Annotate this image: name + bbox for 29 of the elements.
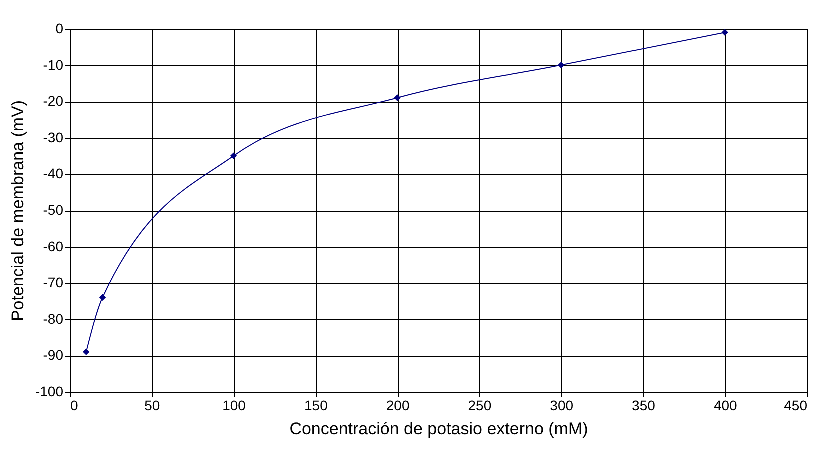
- y-tick-label: -60: [43, 238, 64, 254]
- x-tick-label: 200: [386, 398, 410, 414]
- point: [394, 94, 401, 102]
- x-tick-label: 450: [784, 398, 808, 414]
- x-axis-title: Concentración de potasio externo (mM): [290, 420, 588, 438]
- x-tick-label: 300: [550, 398, 574, 414]
- point: [558, 62, 565, 69]
- x-tick-label: 150: [304, 398, 328, 414]
- x-tick-label: 0: [70, 398, 78, 414]
- y-tick-label: -40: [43, 166, 64, 182]
- y-tick-label: -90: [43, 347, 64, 364]
- y-tick-label: -10: [43, 56, 64, 73]
- y-tick-label: -20: [43, 93, 64, 110]
- x-tick-label: 250: [468, 398, 492, 414]
- y-axis-title: Potencial de membrana (mV): [8, 100, 28, 322]
- x-tick-label: 400: [714, 398, 738, 414]
- point: [99, 294, 106, 301]
- y-tick-label: -70: [43, 274, 64, 291]
- y-tick-label: -100: [35, 384, 64, 400]
- point: [722, 29, 728, 36]
- y-tick-label: -30: [43, 129, 64, 146]
- y-tick-label: -50: [43, 202, 64, 218]
- point: [83, 348, 90, 356]
- x-tick-label: 350: [632, 398, 656, 414]
- y-tick-label: 0: [56, 20, 64, 36]
- x-tick-label: 50: [144, 398, 160, 414]
- y-tick-label: -80: [43, 310, 64, 327]
- point: [230, 152, 238, 160]
- x-tick-label: 100: [222, 398, 246, 414]
